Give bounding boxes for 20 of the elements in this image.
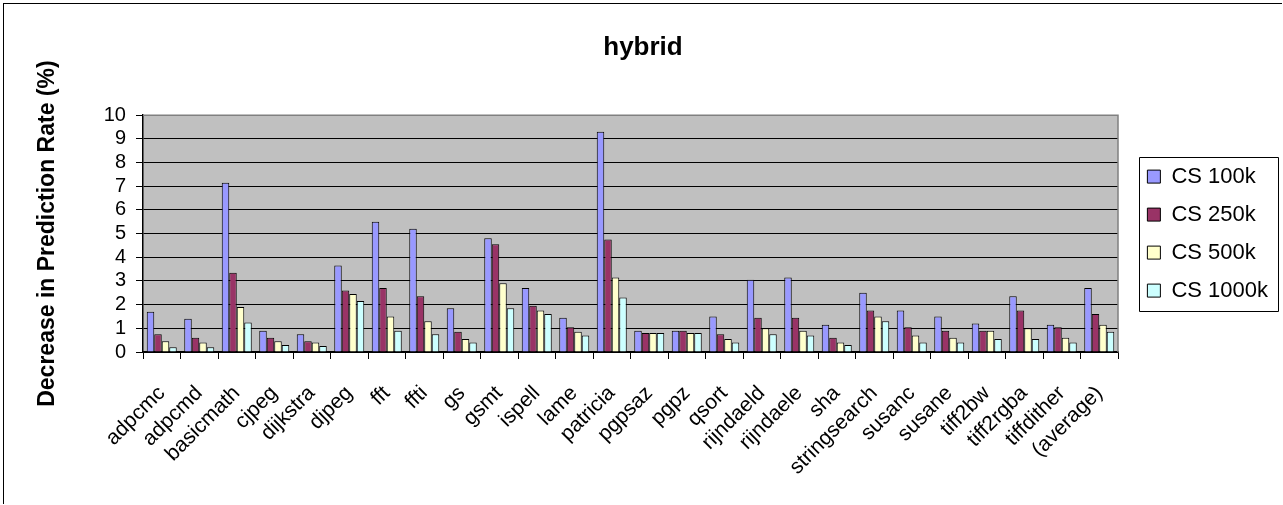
y-tick-label: 9 <box>114 126 126 149</box>
y-tick-label: 8 <box>114 150 126 173</box>
legend-label: CS 100k <box>1171 162 1257 188</box>
y-tick-label: 10 <box>103 102 126 125</box>
x-tick-label: gs <box>436 380 469 413</box>
x-tick-label: ffti <box>399 380 432 413</box>
y-tick-label: 1 <box>114 315 126 338</box>
y-tick-label: 7 <box>114 173 126 196</box>
y-tick-label: 5 <box>114 221 126 244</box>
y-tick-label: 2 <box>114 292 126 315</box>
legend-label: CS 500k <box>1171 238 1257 264</box>
y-tick-label: 0 <box>114 339 126 362</box>
y-tick-label: 3 <box>114 268 126 291</box>
y-tick-label: 6 <box>114 197 126 220</box>
legend-label: CS 1000k <box>1171 276 1269 302</box>
chart-title: hybrid <box>603 30 683 61</box>
legend-label: CS 250k <box>1171 200 1257 226</box>
y-axis-title: Decrease in Prediction Rate (%) <box>33 60 60 407</box>
x-tick-label: fft <box>365 380 394 409</box>
y-tick-label: 4 <box>114 244 126 267</box>
